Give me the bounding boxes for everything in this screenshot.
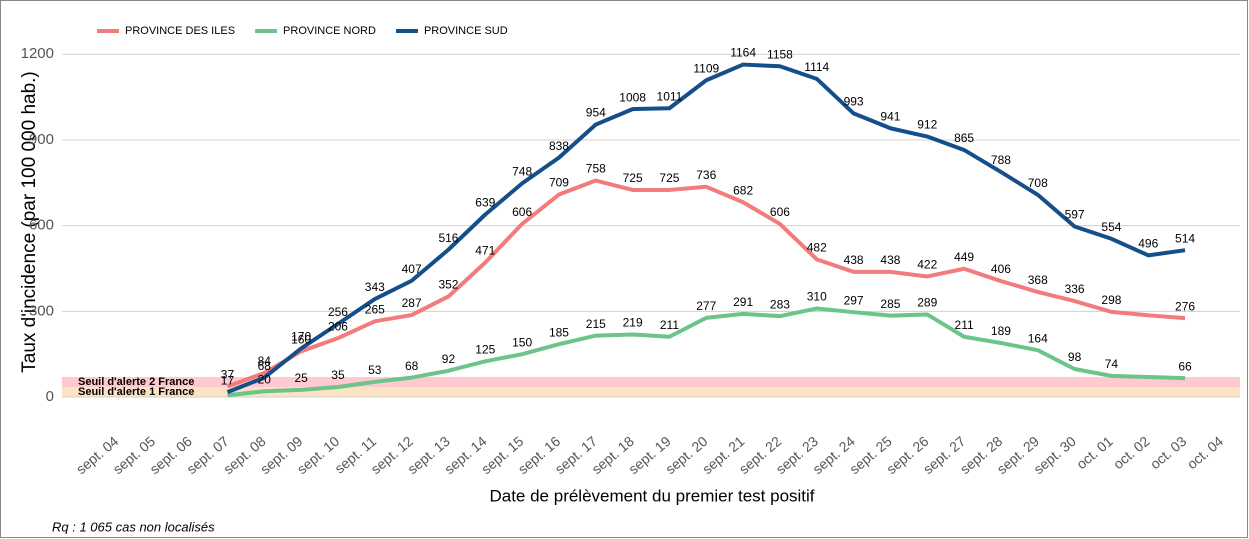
y-tick-label: 600 [29,217,54,234]
data-label: 352 [438,278,458,292]
data-label: 422 [917,258,937,272]
data-label: 865 [954,131,974,145]
data-label: 256 [328,305,348,319]
data-label: 438 [844,253,864,267]
data-label: 53 [368,363,382,377]
data-label: 25 [294,371,308,385]
data-label: 639 [475,196,495,210]
data-label: 748 [512,165,532,179]
data-label: 277 [696,299,716,313]
data-label: 606 [770,205,790,219]
data-label: 438 [880,253,900,267]
data-label: 160 [291,332,311,346]
data-label: 343 [365,280,385,294]
data-label: 725 [623,171,643,185]
data-label: 725 [659,171,679,185]
data-label: 291 [733,295,753,309]
band-label: Seuil d'alerte 2 France [78,376,194,388]
x-axis-label: Date de prélèvement du premier test posi… [489,486,814,505]
y-tick-label: 0 [46,388,54,405]
data-label: 1164 [730,46,756,60]
data-label: 449 [954,250,974,264]
data-label: 941 [880,109,900,123]
data-label: 471 [475,244,495,258]
data-label: 597 [1065,208,1085,222]
data-label: 285 [880,297,900,311]
data-label: 709 [549,176,569,190]
data-label: 211 [660,318,679,332]
data-label: 68 [405,359,419,373]
data-label: 219 [623,316,643,330]
y-axis-label: Taux d'incidence (par 100 000 hab.) [19,71,40,373]
data-label: 298 [1101,293,1121,307]
data-label: 788 [991,153,1011,167]
note: Rq : 1 065 cas non localisés [52,519,215,534]
data-label: 606 [512,205,532,219]
data-label: 1008 [619,90,646,104]
data-label: 310 [807,290,827,304]
data-label: 1011 [657,89,683,103]
data-label: 283 [770,297,790,311]
y-tick-label: 900 [29,131,54,148]
data-label: 406 [991,262,1011,276]
data-label: 276 [1175,299,1195,313]
data-label: 125 [475,342,495,356]
data-label: 92 [442,352,456,366]
data-label: 74 [1105,357,1119,371]
data-label: 758 [586,162,606,176]
data-label: 150 [512,335,532,349]
threshold-band [62,387,1240,398]
band-label: Seuil d'alerte 1 France [78,386,194,398]
data-label: 17 [221,373,235,387]
data-label: 514 [1175,231,1195,245]
data-label: 736 [696,168,716,182]
data-label: 368 [1028,273,1048,287]
data-label: 838 [549,139,569,153]
data-label: 289 [917,296,937,310]
data-label: 20 [258,372,272,386]
data-label: 66 [1178,359,1192,373]
data-label: 98 [1068,350,1082,364]
data-label: 35 [331,368,345,382]
data-label: 287 [402,296,422,310]
data-label: 211 [955,318,974,332]
data-label: 482 [807,241,827,255]
legend-label: PROVINCE SUD [424,25,508,37]
data-label: 84 [258,354,272,368]
data-label: 265 [365,302,385,316]
data-label: 297 [844,293,864,307]
data-label: 954 [586,106,606,120]
data-label: 1109 [693,61,719,75]
data-label: 206 [328,319,348,333]
series-line [226,178,1186,389]
data-label: 185 [549,325,569,339]
data-label: 407 [402,262,422,276]
data-label: 496 [1138,237,1158,251]
data-label: 1114 [804,60,829,74]
data-label: 215 [586,317,606,331]
data-label: 170 [291,330,311,344]
data-label: 164 [1028,331,1048,345]
legend-label: PROVINCE NORD [283,25,376,37]
data-label: 554 [1101,220,1121,234]
data-label: 1158 [767,47,793,61]
data-label: 189 [991,324,1011,338]
data-label: 993 [844,95,864,109]
data-label: 37 [221,368,235,382]
y-tick-label: 300 [29,302,54,319]
series-line [227,306,1186,398]
series-line [226,62,1186,395]
data-label: 68 [258,359,272,373]
data-label: 336 [1065,282,1085,296]
data-label: 682 [733,183,753,197]
data-label: 708 [1028,176,1048,190]
threshold-band [62,377,1240,388]
data-label: 912 [917,118,937,132]
legend-label: PROVINCE DES ILES [125,25,235,37]
y-tick-label: 1200 [21,45,54,62]
data-label: 516 [438,231,458,245]
